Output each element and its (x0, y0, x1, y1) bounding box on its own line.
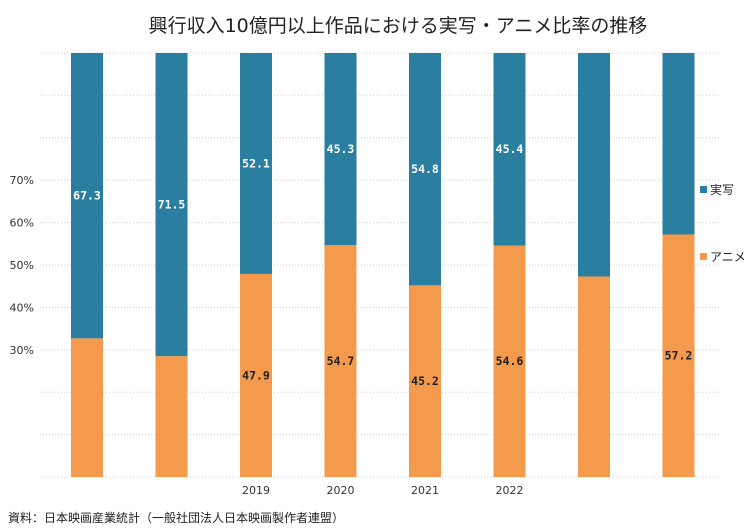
data-label-anime: 47.9 (242, 368, 270, 382)
legend-swatch-アニメ (700, 253, 707, 260)
x-tick-label: 2020 (327, 484, 355, 497)
y-tick-label: 60% (10, 217, 34, 230)
data-label-live-action: 67.3 (73, 189, 101, 203)
bar-anime (662, 234, 695, 477)
legend-swatch-実写 (700, 186, 707, 193)
bars (71, 53, 695, 477)
bar-live-action (240, 53, 272, 274)
bar-anime (71, 338, 103, 477)
legend-label-アニメ: アニメ (710, 250, 746, 264)
bar-anime (493, 245, 526, 477)
y-tick-label: 40% (10, 301, 34, 314)
legend-label-実写: 実写 (710, 182, 734, 197)
y-tick-label: 50% (10, 259, 34, 272)
y-tick-label: 30% (10, 344, 34, 357)
x-axis: 2019 2020 2021 2022 (242, 484, 524, 497)
bar-live-action (409, 53, 441, 286)
data-labels: 67.3 71.5 47.9 52.1 54.7 45.3 45.2 54.8 54.6 45.4… (73, 142, 692, 388)
bar-live-action (155, 53, 188, 357)
bar-anime (155, 356, 188, 477)
x-tick-label: 2021 (411, 484, 439, 497)
data-label-live-action: 45.4 (496, 142, 524, 156)
bar-anime (578, 276, 610, 477)
x-tick-label: 2022 (496, 484, 524, 497)
data-label-anime: 54.6 (496, 354, 524, 368)
data-label-live-action: 52.1 (242, 156, 270, 170)
gridlines (40, 52, 720, 478)
bar-anime (324, 245, 357, 477)
data-label-anime: 45.2 (411, 374, 439, 388)
chart-title: 興行収入10億円以上作品における実写・アニメ比率の推移 (149, 15, 648, 37)
y-axis: 30% 40% 50% 60% 70% (10, 174, 34, 357)
bar-anime (409, 285, 441, 477)
bar-live-action (662, 53, 695, 235)
data-label-live-action: 54.8 (411, 162, 439, 176)
legend: 実写 アニメ (700, 182, 746, 264)
bar-live-action (324, 53, 357, 246)
data-label-live-action: 71.5 (158, 198, 186, 212)
data-label-live-action: 45.3 (327, 142, 355, 156)
bar-live-action (71, 53, 103, 339)
source-note: 資料：日本映画産業統計（一般社団法人日本映画製作者連盟） (8, 510, 344, 525)
data-label-anime: 57.2 (665, 349, 693, 363)
bar-live-action (578, 53, 610, 277)
y-tick-label: 70% (10, 174, 34, 187)
bar-live-action (493, 53, 526, 246)
x-tick-label: 2019 (242, 484, 270, 497)
data-label-anime: 54.7 (327, 354, 355, 368)
bar-anime (240, 273, 272, 477)
